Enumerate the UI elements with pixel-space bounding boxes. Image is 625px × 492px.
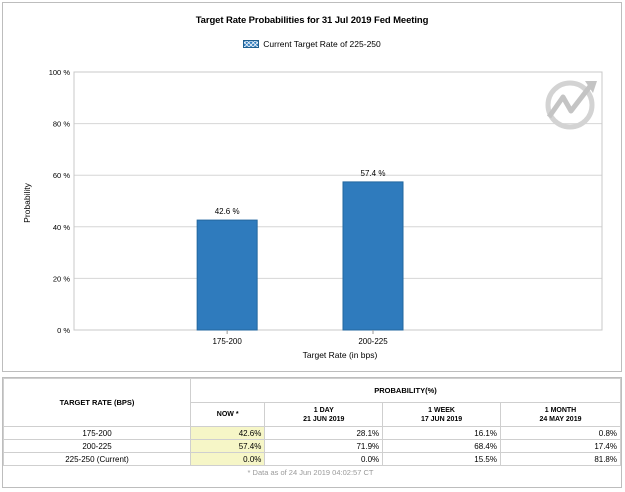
value-cell: 15.5%: [382, 452, 501, 466]
value-cell-now: 57.4%: [189, 439, 266, 453]
value-cell: 0.8%: [499, 426, 622, 440]
legend-swatch: [243, 40, 260, 48]
value-cell: 16.1%: [382, 426, 501, 440]
value-cell: 0.0%: [264, 452, 384, 466]
bar: [196, 219, 258, 331]
chart-legend[interactable]: Current Target Rate of 225-250: [3, 39, 621, 49]
y-tick-label: 80 %: [53, 120, 70, 129]
bar: [342, 181, 404, 331]
value-cell: 71.9%: [264, 439, 384, 453]
y-tick-label: 40 %: [53, 223, 70, 232]
probability-header: PROBABILITY(%): [190, 378, 621, 403]
value-cell: 68.4%: [382, 439, 501, 453]
probability-table-panel: TARGET RATE (BPS) PROBABILITY(%) NOW * 1…: [2, 377, 622, 488]
column-header-1-month: 1 MONTH 24 MAY 2019: [499, 402, 622, 427]
y-tick-label: 60 %: [53, 171, 70, 180]
data-timestamp-footnote: * Data as of 24 Jun 2019 04:02:57 CT: [247, 467, 374, 477]
watermark-logo-icon: [545, 80, 597, 130]
x-axis-label: Target Rate (in bps): [303, 350, 378, 360]
table-row: 225-250 (Current) 0.0% 0.0% 15.5% 81.8%: [3, 452, 622, 466]
table-row: 200-225 57.4% 71.9% 68.4% 17.4%: [3, 439, 622, 453]
chart-panel: 0 % 20 % 40 % 60 % 80 % 100 % 42.6 % 175-200 57.…: [2, 2, 622, 372]
target-rate-header: TARGET RATE (BPS): [3, 378, 191, 427]
y-tick-label: 100 %: [49, 68, 71, 77]
rate-cell: 175-200: [3, 426, 191, 440]
y-tick-label: 0 %: [57, 326, 70, 335]
probability-table: TARGET RATE (BPS) PROBABILITY(%) NOW * 1…: [3, 378, 622, 479]
column-header-1-day: 1 DAY 21 JUN 2019: [264, 402, 384, 427]
value-cell-now: 42.6%: [189, 426, 266, 440]
chart-title: Target Rate Probabilities for 31 Jul 201…: [195, 15, 429, 26]
legend-label: Current Target Rate of 225-250: [263, 39, 381, 49]
column-header-now: NOW *: [189, 402, 266, 427]
rate-cell: 200-225: [3, 439, 191, 453]
y-axis-label: Probability: [22, 182, 32, 222]
y-tick-label: 20 %: [53, 274, 70, 283]
bar-chart: 0 % 20 % 40 % 60 % 80 % 100 % 42.6 % 175-200 57.…: [22, 68, 603, 360]
value-cell: 28.1%: [264, 426, 384, 440]
value-cell-now: 0.0%: [189, 452, 266, 466]
x-tick-label: 200-225: [358, 337, 388, 346]
footnote-row: * Data as of 24 Jun 2019 04:02:57 CT: [4, 466, 621, 479]
x-tick-label: 175-200: [212, 337, 242, 346]
rate-cell: 225-250 (Current): [3, 452, 191, 466]
data-label: 42.6 %: [215, 207, 240, 216]
plot-frame: [73, 71, 603, 331]
value-cell: 17.4%: [499, 439, 622, 453]
data-label: 57.4 %: [361, 169, 386, 178]
value-cell: 81.8%: [499, 452, 622, 466]
column-header-1-week: 1 WEEK 17 JUN 2019: [382, 402, 501, 427]
table-row: 175-200 42.6% 28.1% 16.1% 0.8%: [3, 426, 622, 440]
